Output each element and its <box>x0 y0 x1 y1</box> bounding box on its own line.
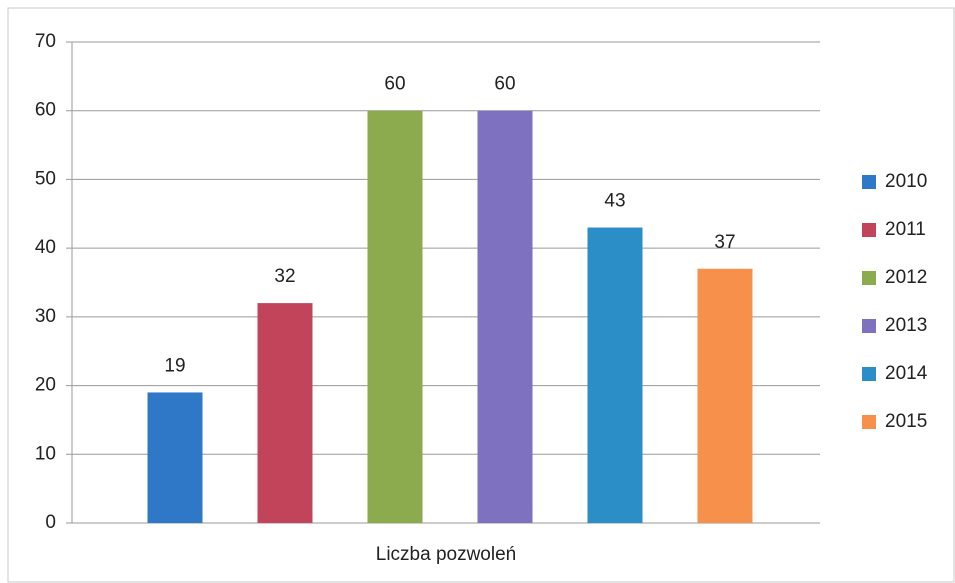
data-label: 60 <box>384 74 405 95</box>
legend-swatch <box>862 271 876 285</box>
y-tick-label: 20 <box>35 375 56 396</box>
y-tick-label: 0 <box>45 512 56 533</box>
legend-swatch <box>862 319 876 333</box>
data-label: 43 <box>604 191 625 212</box>
y-tick-label: 70 <box>35 31 56 52</box>
data-label: 60 <box>494 74 515 95</box>
legend-swatch <box>862 223 876 237</box>
legend-swatch <box>862 367 876 381</box>
x-tick-label: Liczba pozwoleń <box>376 544 516 565</box>
legend-label: 2014 <box>885 363 928 384</box>
y-tick-label: 10 <box>35 443 56 464</box>
y-tick-label: 30 <box>35 306 56 327</box>
legend-swatch <box>862 175 876 189</box>
bar <box>697 268 753 523</box>
y-tick-label: 60 <box>35 100 56 121</box>
y-tick-label: 40 <box>35 237 56 258</box>
data-label: 32 <box>274 266 295 287</box>
legend-swatch <box>862 415 876 429</box>
bar <box>477 110 533 523</box>
legend-label: 2010 <box>885 171 927 192</box>
bar <box>257 303 313 523</box>
data-label: 19 <box>164 355 185 376</box>
legend-label: 2012 <box>885 267 927 288</box>
bar <box>587 227 643 523</box>
legend-label: 2013 <box>885 315 927 336</box>
data-label: 37 <box>714 232 735 253</box>
bar <box>367 110 423 523</box>
legend-label: 2011 <box>885 219 926 240</box>
legend-label: 2015 <box>885 411 927 432</box>
bar <box>147 392 203 523</box>
y-tick-label: 50 <box>35 168 56 189</box>
